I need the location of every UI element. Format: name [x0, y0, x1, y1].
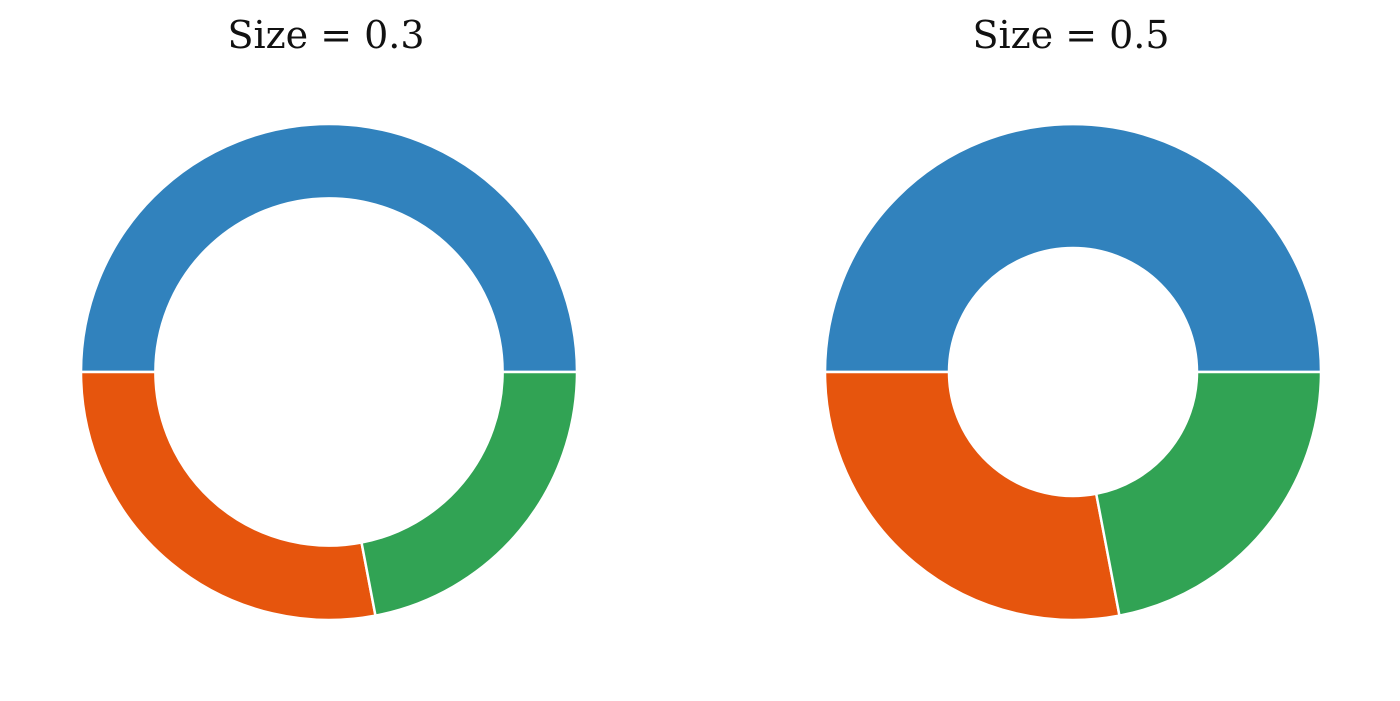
donut-slice-orange: [823, 370, 1121, 622]
chart-panel-left: Size = 0.3: [79, 13, 579, 622]
donut-slice-blue: [823, 122, 1323, 374]
donut-slice-blue: [79, 122, 579, 374]
donut-slice-green: [1094, 370, 1323, 617]
donut-slice-orange: [79, 370, 377, 622]
chart-title: Size = 0.5: [972, 13, 1170, 57]
chart-title: Size = 0.3: [227, 13, 425, 57]
donut-slice-green: [360, 370, 579, 617]
donut-chart: [823, 122, 1323, 622]
donut-chart: [79, 122, 579, 622]
chart-panel-right: Size = 0.5: [700, 0, 1400, 701]
